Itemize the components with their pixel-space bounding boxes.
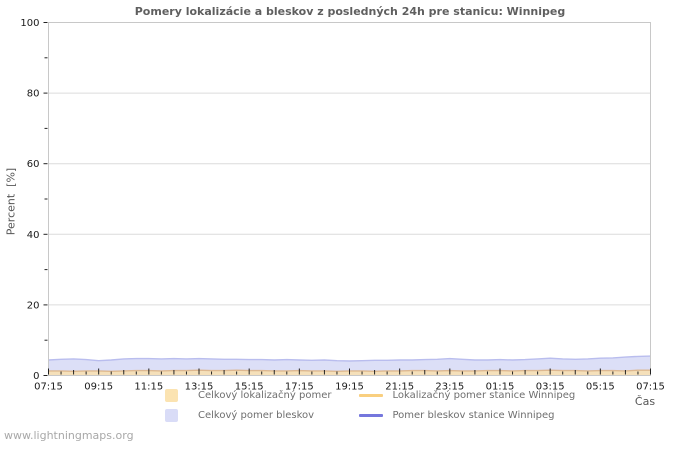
x-tick-label: 19:15 [335, 382, 364, 393]
chart-title: Pomery lokalizácie a bleskov z poslednýc… [134, 5, 566, 18]
chart-legend: Celkový lokalizačný pomer Lokalizačný pom… [165, 389, 575, 422]
x-tick-label: 13:15 [185, 382, 214, 393]
x-tick-label: 15:15 [235, 382, 264, 393]
x-tick-label: 17:15 [285, 382, 314, 393]
y-tick-label: 80 [27, 89, 40, 100]
y-axis-title: Percent [%] [4, 167, 18, 236]
legend-label: Lokalizačný pomer stanice Winnipeg [392, 390, 576, 401]
legend-item: Pomer bleskov stanice Winnipeg [359, 409, 575, 422]
x-tick-label: 07:15 [636, 382, 665, 393]
area-series-outline [48, 355, 651, 362]
x-tick-label: 03:15 [536, 382, 565, 393]
y-tick-label: 0 [33, 371, 39, 382]
legend-item: Celkový lokalizačný pomer [165, 389, 331, 402]
legend-line-swatch-icon [359, 394, 385, 397]
x-axis-title: Čas [634, 395, 656, 408]
x-tick-label: 07:15 [34, 382, 63, 393]
legend-item: Lokalizačný pomer stanice Winnipeg [359, 389, 575, 402]
x-tick-label: 23:15 [435, 382, 464, 393]
legend-label: Pomer bleskov stanice Winnipeg [392, 410, 555, 421]
plot-border [48, 22, 651, 376]
x-tick-label: 05:15 [586, 382, 615, 393]
y-tick-label: 60 [27, 159, 40, 170]
x-tick-label: 01:15 [486, 382, 515, 393]
legend-area-swatch-icon [165, 389, 191, 402]
legend-label: Celkový lokalizačný pomer [198, 390, 332, 401]
legend-item: Celkový pomer bleskov [165, 409, 331, 422]
legend-area-swatch-icon [165, 409, 191, 422]
legend-line-swatch-icon [359, 414, 385, 417]
x-tick-label: 11:15 [134, 382, 163, 393]
y-tick-label: 20 [27, 300, 40, 311]
x-tick-label: 09:15 [84, 382, 113, 393]
x-tick-label: 21:15 [385, 382, 414, 393]
legend-label: Celkový pomer bleskov [198, 410, 315, 421]
watermark-text: www.lightningmaps.org [4, 429, 134, 442]
y-tick-label: 100 [20, 18, 39, 29]
y-tick-label: 40 [27, 230, 40, 241]
